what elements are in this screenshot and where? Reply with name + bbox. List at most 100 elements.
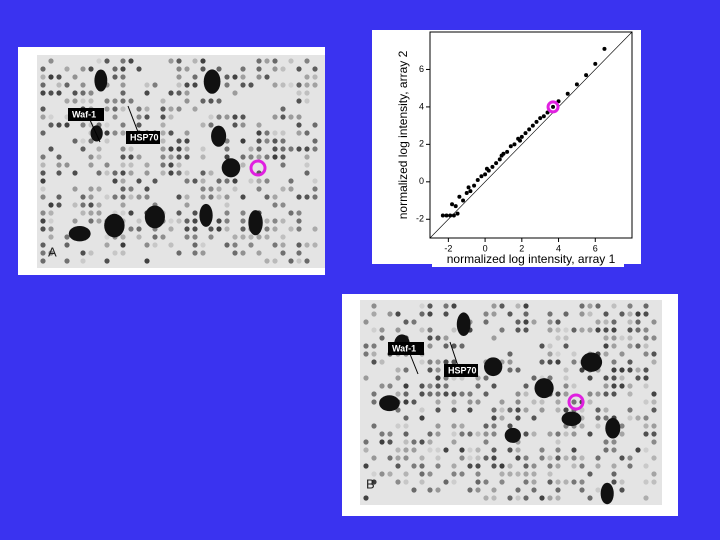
spot	[435, 335, 441, 341]
spot	[371, 471, 377, 477]
spot	[379, 471, 385, 477]
spot	[144, 162, 150, 168]
spot	[56, 162, 62, 168]
y-tick-label: 4	[419, 101, 424, 111]
spot	[240, 234, 246, 240]
spot	[643, 463, 649, 469]
spot	[168, 154, 174, 160]
spot	[515, 327, 521, 333]
spot	[651, 431, 657, 437]
spot	[48, 114, 54, 120]
spot	[491, 455, 497, 461]
spot	[563, 375, 569, 381]
spot	[555, 495, 561, 501]
spot	[627, 327, 633, 333]
spot	[651, 391, 657, 397]
spot	[168, 58, 174, 64]
point	[484, 166, 489, 171]
spot	[451, 391, 457, 397]
point	[497, 157, 502, 162]
spot	[184, 218, 190, 224]
spot	[539, 407, 545, 413]
spot	[379, 383, 385, 389]
spot	[435, 391, 441, 397]
spot	[555, 463, 561, 469]
annotation: HSP70	[130, 132, 159, 142]
spot	[128, 194, 134, 200]
spot	[491, 415, 497, 421]
spot	[427, 311, 433, 317]
spot	[579, 487, 585, 493]
spot	[531, 479, 537, 485]
spot	[579, 311, 585, 317]
spot	[224, 226, 230, 232]
spot	[144, 258, 150, 264]
spot	[120, 90, 126, 96]
spot	[264, 258, 270, 264]
spot	[272, 242, 278, 248]
spot	[200, 98, 206, 104]
spot	[507, 471, 513, 477]
spot	[547, 319, 553, 325]
spot	[507, 447, 513, 453]
spot	[296, 242, 302, 248]
spot	[427, 487, 433, 493]
point	[602, 46, 607, 51]
spot	[200, 154, 206, 160]
spot	[120, 162, 126, 168]
spot	[160, 98, 166, 104]
spot	[571, 431, 577, 437]
diagonal	[429, 31, 633, 239]
spot	[312, 122, 318, 128]
spot	[160, 234, 166, 240]
spot	[459, 423, 465, 429]
spot	[555, 359, 561, 365]
spot	[427, 303, 433, 309]
spot	[547, 343, 553, 349]
spot	[120, 98, 126, 104]
spot	[72, 218, 78, 224]
spot	[403, 439, 409, 445]
spot	[651, 335, 657, 341]
spot	[40, 170, 46, 176]
spot	[208, 114, 214, 120]
spot	[40, 162, 46, 168]
spot	[256, 146, 262, 152]
point	[472, 183, 477, 188]
spot	[403, 367, 409, 373]
spot	[435, 431, 441, 437]
spot	[312, 138, 318, 144]
spot	[128, 146, 134, 152]
spot	[160, 106, 166, 112]
spot	[467, 399, 473, 405]
point	[453, 204, 458, 209]
spot	[587, 471, 593, 477]
spot	[571, 399, 577, 405]
spot	[312, 242, 318, 248]
point	[584, 73, 589, 78]
spot	[88, 138, 94, 144]
y-tick-label: 0	[419, 176, 424, 186]
spot	[419, 359, 425, 365]
spot	[232, 234, 238, 240]
spot	[224, 74, 230, 80]
spot	[475, 479, 481, 485]
spot	[579, 479, 585, 485]
x-tick-label: 6	[593, 243, 598, 253]
spot	[451, 303, 457, 309]
spot	[88, 122, 94, 128]
spot	[104, 258, 110, 264]
spot	[296, 210, 302, 216]
spot	[88, 154, 94, 160]
spot	[539, 399, 545, 405]
spot	[435, 423, 441, 429]
arrow	[409, 353, 419, 375]
spot	[571, 327, 577, 333]
spot	[619, 431, 625, 437]
y-tick-label: 6	[419, 64, 424, 74]
spot	[451, 439, 457, 445]
spot	[40, 186, 46, 192]
spot	[395, 447, 401, 453]
spot	[304, 162, 310, 168]
spot	[587, 399, 593, 405]
